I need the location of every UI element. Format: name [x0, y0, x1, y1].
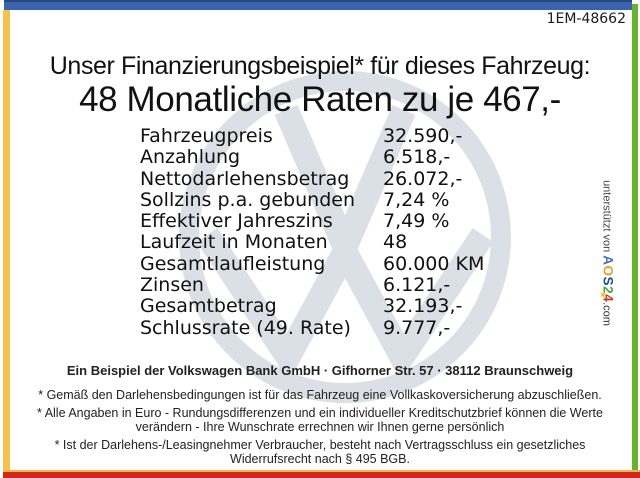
supported-by-text: unterstützt von: [600, 180, 613, 256]
legal-note: * Gemäß den Darlehensbedingungen ist für…: [38, 388, 602, 402]
row-value: 6.518,-: [383, 146, 451, 169]
row-label: Sollzins p.a. gebunden: [140, 188, 355, 211]
row-label: Fahrzeugpreis: [140, 125, 273, 147]
row-value: 6.121,-: [383, 274, 451, 297]
row-label: Gesamtlaufleistung: [140, 252, 326, 275]
table-row: Gesamtlaufleistung 60.000 KM: [140, 252, 485, 275]
table-row: Gesamtbetrag 32.193,-: [140, 295, 484, 318]
aos24-letter-s: S: [600, 276, 616, 287]
legal-note: * Alle Angaben in Euro - Rundungsdiffere…: [37, 405, 603, 435]
row-value: 60.000 KM: [383, 252, 485, 275]
table-row: Laufzeit in Monaten 48: [140, 231, 484, 254]
row-value: 7,24 %: [383, 188, 450, 211]
aos24-digit-4: 4 ★: [598, 291, 616, 302]
legal-note: * Ist der Darlehens-/Leasingnehmer Verbr…: [54, 437, 586, 467]
row-label: Anzahlung: [140, 146, 241, 169]
frame-bar-top: [4, 0, 632, 10]
bank-address-line: Ein Beispiel der Volkswagen Bank GmbH · …: [66, 363, 574, 378]
aos24-logo: AOS24 ★: [598, 255, 616, 302]
row-value: 32.193,-: [383, 295, 463, 318]
table-row: Nettodarlehensbetrag 26.072,-: [140, 167, 484, 190]
row-value: 7,49 %: [383, 210, 450, 233]
table-row: Anzahlung 6.518,-: [140, 146, 484, 169]
rate-headline: 48 Monatliche Raten zu je 467,-: [79, 80, 561, 119]
table-row: Schlussrate (49. Rate) 9.777,-: [140, 316, 484, 339]
aos24-domain-suffix: .com: [600, 302, 613, 326]
row-label: Gesamtbetrag: [140, 295, 277, 318]
row-label: Zinsen: [140, 274, 204, 297]
legal-notes: * Gemäß den Darlehensbedingungen ist für…: [0, 388, 640, 470]
row-label: Laufzeit in Monaten: [140, 231, 328, 254]
row-label: Effektiver Jahreszins: [140, 210, 333, 233]
frame-bar-right: [632, 4, 638, 472]
table-row: Sollzins p.a. gebunden 7,24 %: [140, 188, 484, 211]
supported-by-credit: unterstützt von AOS24 ★ .com: [598, 180, 616, 326]
row-value: 9.777,-: [383, 316, 451, 339]
row-label: Schlussrate (49. Rate): [140, 316, 351, 339]
row-label: Nettodarlehensbetrag: [140, 167, 350, 190]
table-row: Effektiver Jahreszins 7,49 %: [140, 210, 484, 233]
row-value: 32.590,-: [383, 125, 463, 147]
frame-bar-bottom: [3, 470, 640, 478]
frame-bar-left: [3, 10, 10, 472]
table-row: Zinsen 6.121,-: [140, 274, 484, 297]
vw-logo-watermark-icon: [165, 57, 525, 417]
table-row: Fahrzeugpreis 32.590,-: [140, 125, 484, 147]
page-title: Unser Finanzierungsbeispiel* für dieses …: [49, 52, 591, 80]
aos24-letter-o: O: [600, 265, 616, 277]
reference-code: 1EM-48662: [546, 11, 626, 27]
star-icon: ★: [598, 291, 608, 299]
row-value: 26.072,-: [383, 167, 463, 190]
finance-table: Fahrzeugpreis 32.590,- Anzahlung 6.518,-…: [140, 125, 485, 339]
aos24-letter-a: A: [600, 255, 616, 266]
row-value: 48: [383, 231, 408, 254]
